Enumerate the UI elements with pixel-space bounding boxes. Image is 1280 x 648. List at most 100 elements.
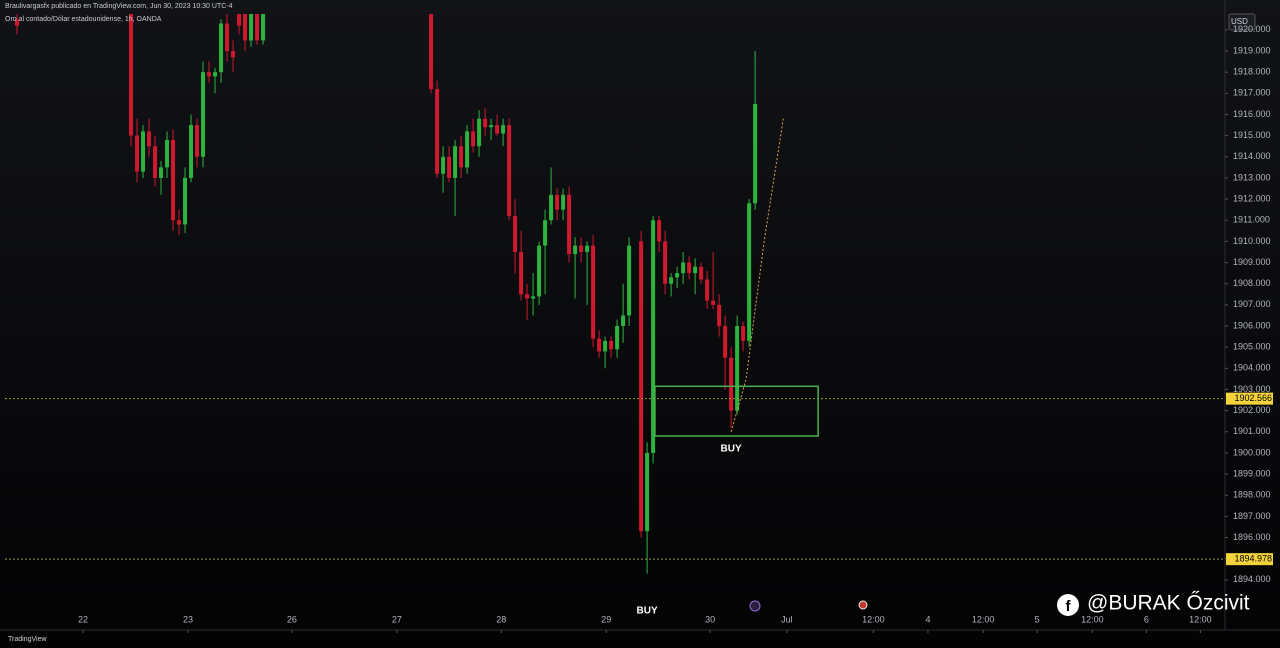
- candle-body: [465, 131, 470, 168]
- candle-body: [639, 241, 644, 532]
- candle-body: [735, 326, 740, 411]
- y-tick-label: 1900.000: [1233, 447, 1271, 457]
- zone-label: BUY: [721, 444, 742, 455]
- author-line: Braulivargasfx publicado en TradingView.…: [5, 3, 233, 10]
- x-tick-label: 12:00: [862, 614, 885, 624]
- candle-body: [477, 118, 482, 147]
- candle-body: [741, 326, 746, 341]
- buy-zone: [654, 385, 819, 437]
- candle-body: [519, 251, 524, 295]
- candle-body: [249, 14, 254, 41]
- x-tick-label: 12:00: [972, 614, 995, 624]
- candle-body: [669, 277, 674, 284]
- projection-arrow: [730, 118, 784, 432]
- facebook-f: f: [1066, 598, 1072, 615]
- candle-body: [645, 452, 650, 532]
- candle-body: [687, 262, 692, 274]
- candle-body: [693, 266, 698, 274]
- x-tick-label: 26: [287, 614, 297, 624]
- candle-body: [225, 23, 230, 52]
- candle-body: [651, 220, 656, 453]
- candle-body: [129, 14, 134, 136]
- candle-body: [753, 103, 758, 204]
- candle-body: [549, 194, 554, 221]
- candle-body: [585, 245, 590, 252]
- y-tick-label: 1901.000: [1233, 426, 1271, 436]
- candle-body: [573, 245, 578, 255]
- candle-body: [189, 125, 194, 178]
- candle-body: [459, 146, 464, 168]
- candle-body: [705, 279, 710, 301]
- y-tick-label: 1912.000: [1233, 193, 1271, 203]
- candle-body: [255, 14, 260, 41]
- candle-body: [579, 245, 584, 252]
- cut-label: BUY: [637, 606, 658, 617]
- y-tick-label: 1916.000: [1233, 109, 1271, 119]
- y-tick-label: 1907.000: [1233, 299, 1271, 309]
- y-tick-label: 1903.000: [1233, 384, 1271, 394]
- y-tick-label: 1911.000: [1233, 215, 1270, 225]
- y-tick-label: 1897.000: [1233, 511, 1271, 521]
- x-tick-label: 27: [392, 614, 402, 624]
- candle-body: [441, 156, 446, 174]
- candle-body: [483, 118, 488, 128]
- candle-body: [555, 194, 560, 210]
- price-label: 1894.978: [1234, 554, 1272, 564]
- candle-body: [261, 14, 266, 41]
- candle-body: [531, 296, 536, 299]
- candle-body: [567, 194, 572, 255]
- candle-body: [147, 131, 152, 147]
- x-tick-label: 4: [925, 614, 930, 624]
- y-tick-label: 1910.000: [1233, 236, 1271, 246]
- candle-body: [627, 245, 632, 316]
- y-tick-label: 1917.000: [1233, 88, 1271, 98]
- candle-body: [507, 125, 512, 217]
- candle-body: [219, 23, 224, 73]
- candle-body: [603, 340, 608, 352]
- y-tick-label: 1919.000: [1233, 45, 1271, 55]
- candle-body: [681, 262, 686, 274]
- candle-body: [159, 167, 164, 178]
- candle-body: [141, 131, 146, 172]
- symbol-line: Oro al contado/Dólar estadounidense, 1h,…: [5, 16, 162, 23]
- watermark: @BURAK Őzcivit: [1087, 592, 1250, 615]
- facebook-icon: [1057, 594, 1079, 616]
- candle-body: [663, 241, 668, 284]
- candle-body: [615, 326, 620, 350]
- y-tick-label: 1896.000: [1233, 532, 1271, 542]
- candle-body: [747, 203, 752, 341]
- candle-body: [435, 89, 440, 174]
- candle-body: [183, 177, 188, 225]
- price-label-box: [1226, 553, 1273, 566]
- currency: USD: [1231, 17, 1248, 26]
- candle-body: [591, 245, 596, 339]
- flag-icon: [858, 600, 868, 610]
- candle-body: [153, 146, 158, 178]
- x-tick-label: 5: [1035, 614, 1040, 624]
- candle-body: [699, 266, 704, 280]
- candle-body: [729, 357, 734, 411]
- price-label: 1902.566: [1234, 393, 1272, 403]
- candle-body: [501, 125, 506, 134]
- y-tick-label: 1913.000: [1233, 172, 1271, 182]
- y-tick-label: 1904.000: [1233, 363, 1271, 373]
- candle-body: [711, 300, 716, 305]
- candle-body: [15, 19, 20, 26]
- candle-body: [201, 72, 206, 157]
- x-tick-label: 29: [601, 614, 611, 624]
- x-tick-label: Jul: [781, 614, 793, 624]
- candle-body: [453, 146, 458, 178]
- currency-box: [1228, 13, 1256, 31]
- footer-brand: TradingView: [8, 636, 47, 643]
- x-tick-label: 6: [1144, 614, 1149, 624]
- event-icon: [749, 600, 761, 612]
- y-tick-label: 1918.000: [1233, 67, 1271, 77]
- y-tick-label: 1899.000: [1233, 468, 1271, 478]
- candle-body: [717, 304, 722, 327]
- candle-body: [231, 51, 236, 58]
- x-tick-label: 12:00: [1081, 614, 1104, 624]
- price-label-box: [1226, 392, 1273, 405]
- candle-body: [597, 338, 602, 352]
